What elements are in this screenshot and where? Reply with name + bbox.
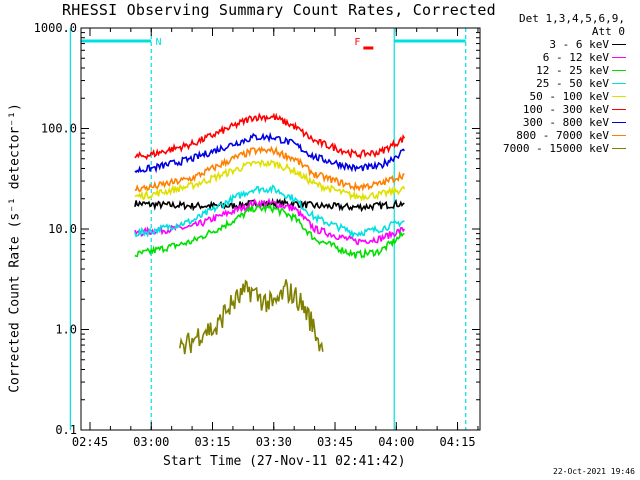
legend-item: 6 - 12 keV [483, 51, 633, 64]
x-tick-label: 03:00 [133, 435, 169, 449]
legend-label: 800 - 7000 keV [516, 129, 609, 142]
series-line-5 [134, 112, 406, 161]
annotation-f: F [354, 37, 360, 48]
x-tick-label: 03:15 [194, 435, 230, 449]
series-line-7 [134, 145, 405, 193]
series-line-3 [134, 184, 405, 239]
legend-item: 800 - 7000 keV [483, 129, 633, 142]
legend-swatch [612, 122, 626, 123]
x-tick-label: 04:00 [378, 435, 414, 449]
legend-rows: 3 - 6 keV 6 - 12 keV 12 - 25 keV 25 - 50 ke… [483, 38, 633, 155]
legend-item: 100 - 300 keV [483, 103, 633, 116]
legend-swatch [612, 96, 626, 97]
y-axis-ticks: 0.1 1.0 10.0 100.0 1000.0 [34, 21, 480, 437]
series-line-6 [134, 131, 406, 174]
legend-swatch [612, 70, 626, 71]
legend-label: 12 - 25 keV [536, 64, 609, 77]
y-tick-label: 1.0 [55, 323, 77, 337]
legend-label: 7000 - 15000 keV [503, 142, 609, 155]
x-tick-label: 02:45 [72, 435, 108, 449]
legend-swatch [612, 135, 626, 136]
plot-frame [80, 27, 481, 431]
x-axis-ticks: 02:45 03:00 03:15 03:30 03:45 04:00 04:15 [72, 28, 479, 449]
vertical-markers [69, 28, 467, 430]
timestamp: 22-Oct-2021 19:46 [553, 467, 635, 476]
legend-header-line-2: Att 0 [591, 25, 625, 38]
series-line-4 [134, 159, 406, 202]
legend-label: 300 - 800 keV [522, 116, 609, 129]
legend-swatch [612, 83, 626, 84]
legend-item: 3 - 6 keV [483, 38, 633, 51]
legend: Det 1,3,4,5,6,9, Att 0 3 - 6 keV 6 - 12 k… [483, 12, 633, 155]
y-tick-label: 10.0 [48, 222, 77, 236]
legend-swatch [612, 148, 626, 149]
y-tick-label: 0.1 [55, 423, 77, 437]
legend-swatch [612, 57, 626, 58]
legend-label: 100 - 300 keV [522, 103, 609, 116]
series-line-8 [179, 279, 324, 355]
x-tick-label: 03:30 [256, 435, 292, 449]
legend-item: 50 - 100 keV [483, 90, 633, 103]
y-tick-label: 100.0 [41, 122, 77, 136]
series-layer [134, 112, 406, 355]
x-axis-label: Start Time (27-Nov-11 02:41:42) [163, 454, 406, 469]
series-line-2 [134, 202, 405, 259]
legend-label: 50 - 100 keV [529, 90, 609, 103]
legend-label: 3 - 6 keV [549, 38, 609, 51]
legend-swatch [612, 44, 626, 45]
x-tick-label: 04:15 [439, 435, 475, 449]
legend-label: 25 - 50 keV [536, 77, 609, 90]
legend-swatch [612, 109, 626, 110]
legend-item: 25 - 50 keV [483, 77, 633, 90]
legend-item: 12 - 25 keV [483, 64, 633, 77]
y-tick-label: 1000.0 [34, 21, 77, 35]
annotation-n: N [155, 37, 161, 48]
y-axis-label: Corrected Count Rate (s⁻¹ detector⁻¹) [7, 103, 23, 393]
plot-border [80, 27, 481, 431]
chart-title: RHESSI Observing Summary Count Rates, Co… [62, 1, 496, 19]
legend-label: 6 - 12 keV [542, 51, 609, 64]
x-tick-label: 03:45 [317, 435, 353, 449]
legend-header-line-1: Det 1,3,4,5,6,9, [519, 12, 625, 25]
legend-item: 7000 - 15000 keV [483, 142, 633, 155]
legend-item: 300 - 800 keV [483, 116, 633, 129]
